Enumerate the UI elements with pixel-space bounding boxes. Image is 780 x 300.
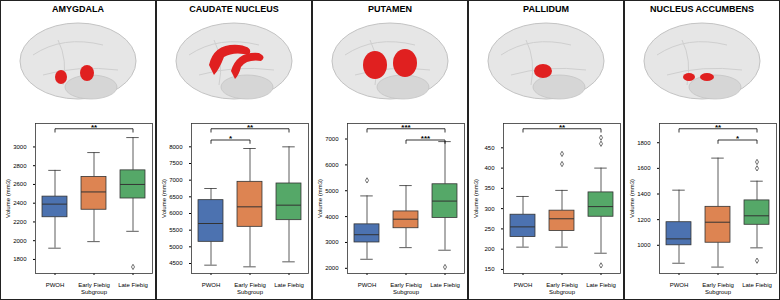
svg-text:250: 250 — [484, 226, 495, 232]
svg-text:1400: 1400 — [637, 191, 651, 197]
svg-text:6500: 6500 — [169, 194, 183, 200]
svg-text:*: * — [229, 134, 233, 143]
svg-text:5000: 5000 — [169, 244, 183, 250]
svg-text:***: *** — [421, 134, 431, 143]
svg-text:1200: 1200 — [637, 217, 651, 223]
svg-text:Early Fiebig: Early Fiebig — [234, 282, 266, 288]
svg-text:**: ** — [559, 123, 566, 132]
svg-text:Late Fiebig: Late Fiebig — [742, 282, 772, 288]
svg-text:200: 200 — [484, 246, 495, 252]
svg-text:1600: 1600 — [637, 165, 651, 171]
svg-text:**: ** — [247, 123, 254, 132]
svg-text:Volume (mm3): Volume (mm3) — [317, 179, 323, 218]
svg-text:8000: 8000 — [169, 144, 183, 150]
svg-text:400: 400 — [484, 165, 495, 171]
svg-text:150: 150 — [484, 266, 495, 272]
svg-text:Early Fiebig: Early Fiebig — [546, 282, 578, 288]
svg-text:PWOH: PWOH — [358, 282, 377, 288]
svg-text:***: *** — [401, 123, 411, 132]
html-text:AMYGDALA: AMYGDALA — [52, 4, 104, 14]
svg-text:5500: 5500 — [169, 227, 183, 233]
svg-text:300: 300 — [484, 206, 495, 212]
svg-text:PWOH: PWOH — [46, 282, 65, 288]
svg-text:3000: 3000 — [13, 144, 27, 150]
svg-text:Subgroup: Subgroup — [705, 289, 732, 295]
svg-text:PWOH: PWOH — [670, 282, 689, 288]
svg-text:4500: 4500 — [169, 260, 183, 266]
svg-text:2800: 2800 — [13, 163, 27, 169]
svg-text:**: ** — [91, 123, 98, 132]
svg-text:Late Fiebig: Late Fiebig — [118, 282, 148, 288]
svg-text:**: ** — [715, 123, 722, 132]
svg-text:1000: 1000 — [637, 242, 651, 248]
svg-text:350: 350 — [484, 185, 495, 191]
svg-text:PWOH: PWOH — [514, 282, 533, 288]
svg-text:Late Fiebig: Late Fiebig — [586, 282, 616, 288]
svg-text:Subgroup: Subgroup — [393, 289, 420, 295]
svg-text:Subgroup: Subgroup — [549, 289, 576, 295]
svg-text:3000: 3000 — [325, 239, 339, 245]
svg-text:6000: 6000 — [169, 210, 183, 216]
svg-text:Late Fiebig: Late Fiebig — [274, 282, 304, 288]
svg-text:2000: 2000 — [13, 238, 27, 244]
svg-text:*: * — [736, 134, 740, 143]
html-text:CAUDATE NUCLEUS: CAUDATE NUCLEUS — [189, 4, 279, 14]
svg-text:Early Fiebig: Early Fiebig — [78, 282, 110, 288]
html-text:NUCLEUS ACCUMBENS: NUCLEUS ACCUMBENS — [649, 4, 755, 14]
svg-text:Subgroup: Subgroup — [81, 289, 108, 295]
svg-text:Early Fiebig: Early Fiebig — [702, 282, 734, 288]
svg-text:7000: 7000 — [169, 177, 183, 183]
html-text:PUTAMEN: PUTAMEN — [368, 4, 412, 14]
html-text:PALLIDUM: PALLIDUM — [523, 4, 569, 14]
svg-text:4000: 4000 — [325, 214, 339, 220]
svg-text:Volume (mm3): Volume (mm3) — [629, 179, 635, 218]
svg-text:6000: 6000 — [325, 162, 339, 168]
svg-text:1800: 1800 — [637, 140, 651, 146]
svg-text:2400: 2400 — [13, 200, 27, 206]
svg-text:Early Fiebig: Early Fiebig — [390, 282, 422, 288]
svg-text:7000: 7000 — [325, 136, 339, 142]
svg-text:2200: 2200 — [13, 219, 27, 225]
svg-text:Volume (mm3): Volume (mm3) — [161, 179, 167, 218]
svg-text:Volume (mm3): Volume (mm3) — [473, 179, 479, 218]
svg-text:2600: 2600 — [13, 181, 27, 187]
svg-text:7500: 7500 — [169, 160, 183, 166]
svg-text:Late Fiebig: Late Fiebig — [430, 282, 460, 288]
svg-text:2000: 2000 — [325, 265, 339, 271]
svg-text:5000: 5000 — [325, 188, 339, 194]
svg-text:PWOH: PWOH — [202, 282, 221, 288]
svg-text:450: 450 — [484, 145, 495, 151]
svg-text:1800: 1800 — [13, 256, 27, 262]
svg-text:Volume (mm3): Volume (mm3) — [5, 179, 11, 218]
svg-text:Subgroup: Subgroup — [237, 289, 264, 295]
